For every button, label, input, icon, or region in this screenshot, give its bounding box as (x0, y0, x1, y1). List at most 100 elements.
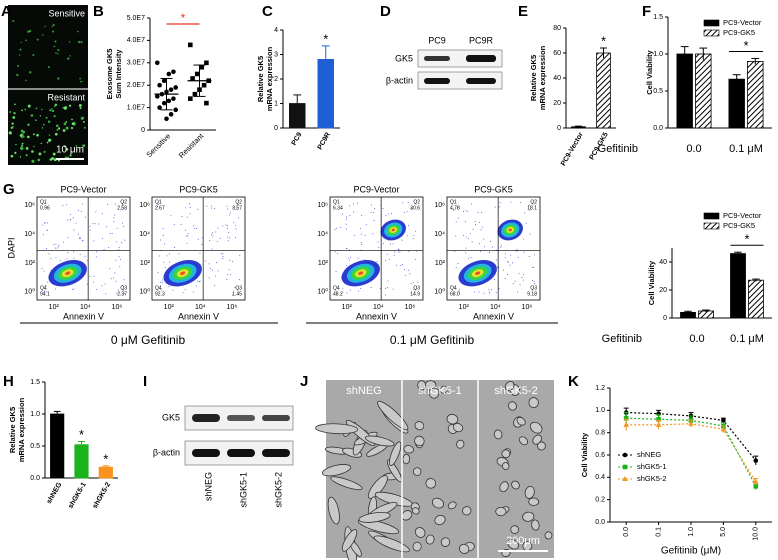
event-dot (401, 239, 403, 241)
event-dot (471, 241, 473, 243)
x-tick-label: 1.0 (688, 527, 695, 537)
event-dot (186, 242, 188, 244)
event-dot (385, 215, 387, 217)
x-axis-label: Annexin V (63, 311, 104, 321)
event-dot (209, 239, 211, 241)
fluorescent-spot (29, 29, 32, 33)
x-tick-label: 10² (342, 304, 353, 311)
cell (434, 514, 446, 526)
lane-label: PC9R (469, 35, 494, 45)
y-tick-label: 0.2 (595, 497, 605, 504)
y-tick-label: 10⁰ (317, 288, 328, 296)
event-dot (169, 261, 171, 263)
panel-label: G (3, 181, 15, 198)
fluorescent-spot (62, 129, 66, 132)
event-dot (67, 237, 69, 239)
cell (330, 476, 363, 491)
event-dot (455, 267, 457, 269)
event-dot (89, 275, 91, 277)
cell (504, 381, 515, 392)
event-dot (118, 256, 120, 258)
quadrant-name: Q2 (413, 199, 420, 205)
row-label: GK5 (395, 53, 413, 63)
x-tick-label: PC9-Vector (560, 131, 585, 167)
event-dot (118, 249, 120, 251)
quadrant-value: 3.57 (232, 205, 242, 211)
y-axis-label: Relative GK5 (256, 56, 265, 102)
event-dot (187, 233, 189, 235)
y-tick-label: 10⁴ (317, 231, 328, 238)
event-dot (77, 233, 79, 235)
cell (431, 497, 445, 509)
fluorescent-spot (79, 77, 81, 80)
event-dot (75, 222, 77, 224)
scale-label: 10 μm (56, 145, 84, 156)
event-dot (523, 238, 525, 240)
event-dot (222, 225, 224, 227)
quadrant-name: Q4 (333, 285, 340, 291)
fluorescent-spot (83, 126, 86, 129)
image-label: Resistant (47, 92, 85, 102)
event-dot (55, 243, 57, 245)
micrograph (326, 380, 554, 558)
quadrant-value: 18.1 (527, 205, 537, 211)
y-axis-label: mRNA expression (538, 45, 547, 110)
x-tick-label: shGK5-2 (92, 481, 113, 510)
event-dot (478, 291, 480, 293)
event-dot (162, 279, 164, 281)
band (466, 78, 496, 84)
event-dot (163, 261, 165, 263)
event-dot (103, 249, 105, 251)
event-dot (404, 269, 406, 271)
data-point (753, 458, 759, 463)
event-dot (46, 247, 48, 249)
data-point (171, 96, 176, 101)
x-tick-label: shGK5-1 (67, 481, 88, 510)
event-dot (488, 251, 490, 253)
cell (357, 518, 400, 535)
event-dot (534, 283, 536, 285)
y-axis-label: mRNA expression (265, 46, 274, 111)
fluorescent-spot (63, 122, 67, 126)
event-dot (495, 292, 497, 294)
cell (511, 480, 520, 490)
fluorescent-spot (80, 41, 83, 44)
event-dot (458, 288, 460, 290)
event-dot (172, 289, 174, 291)
event-dot (499, 202, 501, 204)
event-dot (525, 222, 527, 224)
cell (341, 529, 358, 552)
event-dot (408, 269, 410, 271)
y-tick-label: 20 (553, 100, 561, 107)
event-dot (409, 273, 411, 275)
event-dot (105, 226, 107, 228)
image-label: shGK5-2 (494, 385, 537, 397)
event-dot (211, 207, 213, 209)
cell (508, 401, 517, 411)
quadrant-value: 1.45 (232, 291, 242, 297)
event-dot (122, 289, 124, 291)
event-dot (373, 220, 375, 222)
event-dot (468, 237, 470, 239)
event-dot (201, 243, 203, 245)
event-dot (98, 223, 100, 225)
event-dot (89, 226, 91, 228)
event-dot (122, 222, 124, 224)
cell (452, 422, 464, 433)
event-dot (161, 282, 163, 284)
bar (74, 444, 89, 479)
event-dot (56, 247, 58, 249)
event-dot (523, 274, 525, 276)
fluorescent-spot (20, 146, 24, 151)
event-dot (211, 232, 213, 234)
event-dot (524, 212, 526, 214)
y-axis-label: Relative GK5 (8, 407, 17, 453)
event-dot (478, 221, 480, 223)
event-dot (115, 203, 117, 205)
fluorescent-spot (13, 112, 16, 115)
event-dot (361, 243, 363, 245)
legend-swatch (703, 29, 720, 37)
event-dot (109, 233, 111, 235)
